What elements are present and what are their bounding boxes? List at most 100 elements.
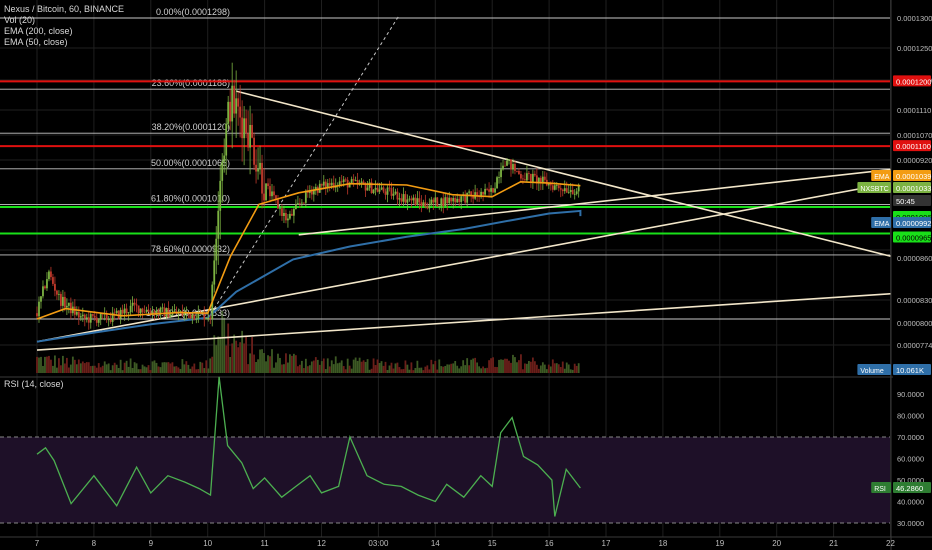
- volume-bar: [269, 356, 271, 373]
- volume-bars: [36, 310, 580, 373]
- candle-body: [444, 197, 447, 207]
- volume-bar: [543, 364, 546, 373]
- volume-bar: [344, 369, 347, 373]
- rsi-badge-tag-text[interactable]: RSI: [874, 486, 886, 493]
- volume-bar: [386, 370, 389, 373]
- candle-body: [245, 118, 248, 134]
- price-badge-tag-text[interactable]: EMA: [874, 221, 890, 228]
- time-axis: 7 8 9 10 11 12 03:00 14 15 16 17 18 19 20 21 22: [35, 539, 896, 548]
- volume-bar: [291, 355, 293, 373]
- candle-body: [63, 296, 66, 308]
- volume-bar: [187, 364, 190, 373]
- fibonacci-levels: 0.00%(0.0001298) 23.60%(0.0001188) 38.20%(…: [0, 7, 890, 320]
- volume-bar: [531, 357, 534, 373]
- candle-body: [555, 185, 558, 186]
- volume-bar: [460, 366, 463, 373]
- candle-body: [193, 314, 196, 320]
- candle-body: [237, 98, 240, 107]
- symbol-title[interactable]: Nexus / Bitcoin, 60, BINANCE: [4, 4, 125, 14]
- candle-body: [414, 197, 417, 206]
- volume-bar: [314, 357, 317, 373]
- volume-bar: [231, 343, 234, 373]
- candle-body: [516, 170, 518, 172]
- volume-bar: [105, 364, 108, 373]
- volume-bar: [61, 355, 64, 373]
- volume-bar: [444, 365, 447, 373]
- volume-bar: [498, 359, 500, 373]
- resistance-badge-box: [893, 75, 931, 87]
- price-badge-tag-text[interactable]: NXSBTC: [860, 186, 888, 193]
- candle-body: [418, 198, 421, 203]
- candle-body: [324, 181, 327, 189]
- vol-indicator-label[interactable]: Vol (20): [4, 15, 36, 25]
- volume-bar: [239, 342, 242, 373]
- volume-bar: [384, 361, 387, 373]
- volume-bar: [165, 362, 168, 373]
- volume-badge-tag-text[interactable]: Volume: [860, 368, 883, 375]
- trendline: [235, 90, 891, 257]
- price-badge-box: [893, 182, 931, 193]
- volume-bar: [328, 366, 331, 373]
- candle-body: [541, 176, 544, 183]
- candle-body: [197, 312, 200, 319]
- candle-body: [484, 188, 486, 195]
- volume-bar: [422, 370, 425, 373]
- volume-badge-value: 10.061K: [896, 366, 924, 375]
- candle-body: [50, 271, 52, 278]
- volume-bar: [229, 356, 232, 373]
- candle-body: [227, 101, 230, 124]
- volume-bar: [141, 364, 144, 373]
- candle-body: [396, 191, 399, 200]
- candle-body: [91, 314, 94, 316]
- time-axis-tick-label: 21: [829, 539, 838, 548]
- volume-bar: [452, 363, 455, 373]
- ema50-indicator-label[interactable]: EMA (50, close): [4, 37, 68, 47]
- volume-bar: [93, 365, 96, 373]
- volume-bar: [79, 363, 82, 373]
- volume-bar: [320, 361, 323, 373]
- volume-bar: [480, 368, 483, 373]
- candle-body: [300, 202, 303, 204]
- volume-bar: [338, 362, 341, 373]
- candle-body: [304, 190, 307, 203]
- volume-bar: [470, 359, 473, 373]
- volume-bar: [336, 363, 339, 373]
- volume-bar: [99, 367, 102, 373]
- price-badge-tag-text[interactable]: EMA: [874, 174, 890, 181]
- volume-bar: [233, 334, 236, 373]
- volume-bar: [273, 367, 275, 373]
- volume-bar: [408, 369, 411, 373]
- candle-body: [494, 188, 496, 193]
- volume-bar: [340, 360, 343, 373]
- candle-body: [531, 173, 534, 182]
- candle-body: [460, 196, 463, 203]
- candle-body: [107, 319, 110, 321]
- price-axis-tick-label: 0.0001300: [897, 14, 932, 23]
- candle-body: [354, 179, 357, 181]
- volume-bar: [91, 365, 94, 373]
- candle-body: [141, 308, 144, 312]
- volume-bar: [350, 368, 353, 373]
- volume-bar: [44, 356, 46, 373]
- rsi-axis-tick-label: 30.0000: [897, 519, 924, 528]
- candle-body: [400, 198, 403, 202]
- time-axis-tick-label: 16: [545, 539, 554, 548]
- volume-bar: [330, 360, 333, 373]
- volume-bar: [302, 368, 305, 373]
- candle-body: [438, 206, 441, 207]
- volume-bar: [201, 362, 204, 373]
- volume-bar: [426, 365, 429, 373]
- volume-bar: [504, 358, 506, 373]
- volume-bar: [203, 368, 206, 373]
- candle-body: [109, 319, 112, 322]
- volume-bar: [283, 364, 285, 373]
- volume-bar: [432, 364, 435, 373]
- ema200-indicator-label[interactable]: EMA (200, close): [4, 26, 73, 36]
- rsi-indicator-label[interactable]: RSI (14, close): [4, 379, 64, 389]
- volume-bar: [279, 357, 281, 373]
- volume-bar: [111, 365, 114, 373]
- candle-body: [259, 162, 261, 170]
- volume-bar: [95, 367, 98, 373]
- time-axis-tick-label: 18: [658, 539, 667, 548]
- time-axis-tick-label: 19: [715, 539, 724, 548]
